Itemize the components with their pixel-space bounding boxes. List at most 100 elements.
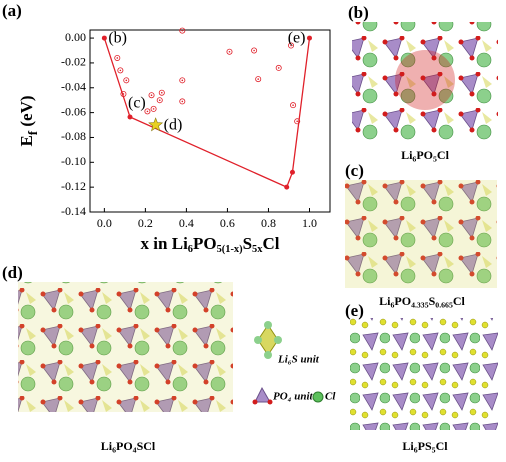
point-dot — [150, 94, 153, 97]
subscript: 6 — [390, 300, 394, 309]
legend-text: Li₆S unit — [277, 354, 320, 366]
star-point — [148, 117, 164, 132]
text-part: Li — [402, 439, 414, 453]
y-tick-label: -0.14 — [61, 204, 86, 218]
point — [251, 47, 258, 54]
caption: Ef (eV) — [17, 95, 40, 146]
y-tick-label: -0.02 — [61, 55, 86, 69]
hull-point — [101, 35, 107, 41]
point-dot — [290, 44, 292, 47]
hull-point — [127, 114, 133, 120]
panel-label: (e) — [345, 301, 364, 320]
point-dot — [160, 91, 163, 94]
text-part: Cl — [436, 439, 449, 453]
structure-e — [350, 318, 498, 430]
point — [179, 77, 186, 84]
plot-frame — [89, 29, 331, 213]
annotation: (e) — [288, 30, 306, 47]
legend-d: Li₆S unit PO₄ unit Cl — [252, 321, 336, 405]
chart-a: 0.0 0.2 0.4 0.6 0.8 1.0 0.00 -0.02 -0.04 -0.06 -0.… — [17, 27, 331, 255]
point — [150, 105, 157, 112]
text-part: Cl — [437, 148, 450, 162]
hull-point — [289, 169, 295, 175]
text-part: Cl — [262, 234, 279, 253]
y-tick-label: -0.08 — [61, 129, 86, 143]
y-tick-label: 0.00 — [65, 30, 86, 44]
point — [179, 27, 186, 34]
text-part: S — [243, 234, 252, 253]
subscript: 4.335 — [411, 300, 429, 309]
point — [120, 90, 127, 97]
text-part: S — [429, 294, 436, 308]
caption: Li6PO4SCl — [101, 439, 156, 455]
point-dot — [292, 104, 294, 106]
point-dot — [228, 50, 231, 53]
legend-text: PO₄ unit — [273, 391, 314, 403]
x-tick-label: 1.0 — [302, 216, 317, 230]
point — [255, 76, 262, 83]
text-part: PO — [416, 148, 433, 162]
structure-b — [352, 22, 498, 140]
x-tick-label: 0.8 — [261, 216, 276, 230]
y-tick-label: -0.12 — [61, 179, 86, 193]
point — [226, 48, 233, 55]
subscript: 5x — [252, 244, 263, 255]
y-tick-label: -0.10 — [61, 154, 86, 168]
text-part: SCl — [137, 439, 156, 453]
point — [148, 92, 155, 99]
text-part: E — [17, 135, 36, 146]
point-dot — [119, 69, 122, 72]
point-dot — [158, 99, 161, 101]
text-part: PO — [116, 439, 133, 453]
point-dot — [181, 29, 184, 32]
subscript: 6 — [112, 445, 116, 454]
text-part: PO — [394, 294, 411, 308]
point-dot — [181, 79, 184, 82]
point — [288, 42, 295, 49]
panel-label: (c) — [345, 161, 364, 180]
subscript: 6 — [188, 244, 193, 255]
point — [158, 89, 165, 96]
point-dot — [181, 100, 184, 103]
subscript: 5(1-x) — [217, 244, 243, 255]
structure-d — [18, 282, 233, 412]
point-dot — [146, 110, 149, 113]
point — [179, 98, 186, 105]
point — [294, 118, 301, 125]
legend-text: Cl — [325, 391, 336, 403]
annotation: (c) — [128, 95, 146, 112]
text-part: (eV) — [17, 95, 36, 130]
text-part: x in Li — [141, 234, 189, 253]
structure-c — [345, 180, 497, 288]
x-tick-label: 0.0 — [97, 216, 112, 230]
annotation: (d) — [164, 117, 183, 134]
x-tick-label: 0.6 — [220, 216, 235, 230]
y-tick-label: -0.06 — [61, 104, 86, 118]
text-part: Li — [379, 294, 391, 308]
subscript: 4 — [133, 445, 137, 454]
point — [290, 102, 297, 109]
point-dot — [116, 57, 119, 59]
point-dot — [125, 79, 128, 82]
caption: x in Li6PO5(1-x)S5xCl — [141, 234, 280, 255]
text-part: Li — [101, 439, 113, 453]
caption: Li6PS5Cl — [402, 439, 448, 455]
subscript: 5 — [433, 154, 437, 163]
subscript: 5 — [432, 445, 436, 454]
text-part: PO — [193, 234, 217, 253]
x-tick-label: 0.4 — [179, 216, 194, 230]
subscript: f — [25, 130, 40, 135]
subscript: 0.665 — [435, 300, 453, 309]
point-dot — [152, 108, 155, 110]
text-part: Cl — [453, 294, 466, 308]
text-part: Li — [401, 148, 413, 162]
text-part: PS — [418, 439, 432, 453]
point — [114, 54, 121, 61]
caption: Li6PO5Cl — [401, 148, 449, 164]
hull-point — [284, 184, 290, 190]
point-dot — [277, 67, 280, 69]
point — [275, 64, 282, 71]
